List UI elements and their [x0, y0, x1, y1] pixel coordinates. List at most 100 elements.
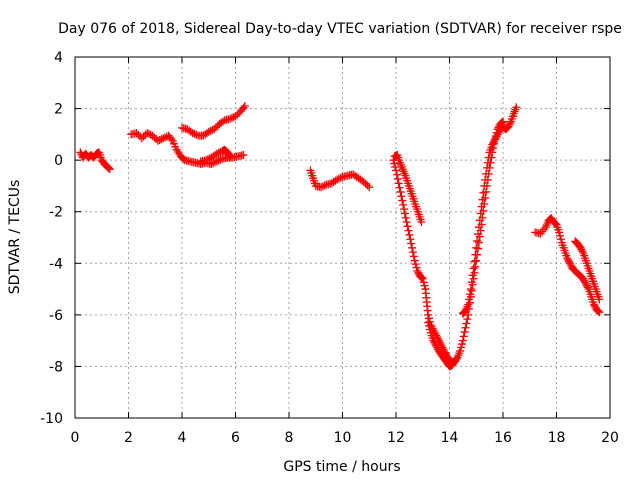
axis-tick-labels: 0 2 4 6 8 10 12 14 16 18 20 -10 -8 -6 -4 -2 0 2 4 — [40, 50, 619, 446]
x-axis-label: GPS time / hours — [283, 459, 400, 475]
data-point — [240, 101, 249, 110]
data-point — [488, 140, 497, 149]
y-tick-label: -4 — [49, 256, 63, 272]
data-point — [429, 336, 438, 345]
data-point — [148, 131, 157, 140]
data-point — [395, 183, 404, 192]
x-tick-label: 12 — [387, 430, 405, 446]
data-point — [209, 159, 218, 168]
data-point — [410, 256, 419, 265]
data-point — [400, 209, 409, 218]
data-point — [231, 112, 240, 121]
data-point — [593, 306, 602, 315]
data-point — [333, 175, 342, 184]
data-point — [425, 325, 434, 334]
data-point — [462, 319, 471, 328]
data-point — [479, 188, 488, 197]
data-point — [582, 281, 591, 290]
data-point — [566, 261, 575, 270]
data-point — [417, 273, 426, 282]
data-point — [589, 300, 598, 309]
data-point — [470, 257, 479, 266]
series-arc-11 — [571, 237, 604, 304]
data-point — [433, 343, 442, 352]
y-tick-label: 0 — [54, 153, 63, 169]
data-point — [226, 114, 235, 123]
data-point — [583, 283, 592, 292]
data-point — [466, 285, 475, 294]
data-point — [550, 218, 559, 227]
x-tick-label: 0 — [71, 430, 80, 446]
data-point — [134, 130, 143, 139]
data-point — [216, 155, 225, 164]
data-point — [595, 308, 604, 317]
data-point — [137, 134, 146, 143]
data-point — [233, 110, 242, 119]
data-point — [556, 231, 565, 240]
data-point — [206, 126, 215, 135]
data-point — [480, 181, 489, 190]
y-tick-label: -10 — [40, 411, 63, 427]
data-points — [76, 101, 604, 371]
data-point — [471, 262, 480, 271]
data-point — [190, 129, 199, 138]
data-point — [463, 315, 472, 324]
data-point — [143, 129, 152, 138]
data-point — [484, 153, 493, 162]
axis-ticks — [74, 56, 611, 419]
data-point — [490, 137, 499, 146]
data-point — [413, 267, 422, 276]
y-axis-label: SDTVAR / TECUs — [7, 180, 23, 295]
data-point — [469, 264, 478, 273]
data-point — [491, 133, 500, 142]
data-point — [461, 323, 470, 332]
data-point — [474, 238, 483, 247]
data-point — [318, 182, 327, 191]
data-point — [464, 300, 473, 309]
x-tick-label: 18 — [548, 430, 566, 446]
data-point — [145, 129, 154, 138]
data-point — [474, 244, 483, 253]
x-tick-label: 16 — [494, 430, 512, 446]
y-tick-label: 4 — [54, 50, 63, 66]
data-point — [420, 281, 429, 290]
data-point — [457, 343, 466, 352]
data-point — [590, 302, 599, 311]
data-point — [425, 317, 434, 326]
data-point — [167, 135, 176, 144]
data-point — [505, 120, 514, 129]
data-point — [239, 103, 248, 112]
data-point — [409, 252, 418, 261]
data-point — [414, 268, 423, 277]
data-point — [320, 181, 329, 190]
data-point — [564, 255, 573, 264]
data-point — [424, 310, 433, 319]
data-point — [432, 341, 441, 350]
data-point — [474, 223, 483, 232]
data-point — [105, 165, 114, 174]
data-point — [551, 219, 560, 228]
data-point — [390, 159, 399, 168]
data-point — [431, 340, 440, 349]
data-point — [188, 129, 197, 138]
data-point — [203, 155, 212, 164]
data-point — [512, 103, 521, 112]
grid — [75, 57, 610, 418]
data-point — [392, 170, 401, 179]
x-tick-label: 2 — [124, 430, 133, 446]
data-point — [504, 122, 513, 131]
data-point — [431, 329, 440, 338]
data-point — [580, 276, 589, 285]
data-point — [483, 158, 492, 167]
data-point — [394, 179, 403, 188]
data-point — [555, 228, 564, 237]
data-point — [556, 235, 565, 244]
data-point — [478, 195, 487, 204]
data-point — [214, 148, 223, 157]
data-point — [418, 274, 427, 283]
data-point — [210, 158, 219, 167]
data-point — [76, 148, 85, 157]
series-arc-3 — [178, 101, 249, 140]
data-point — [578, 247, 587, 256]
